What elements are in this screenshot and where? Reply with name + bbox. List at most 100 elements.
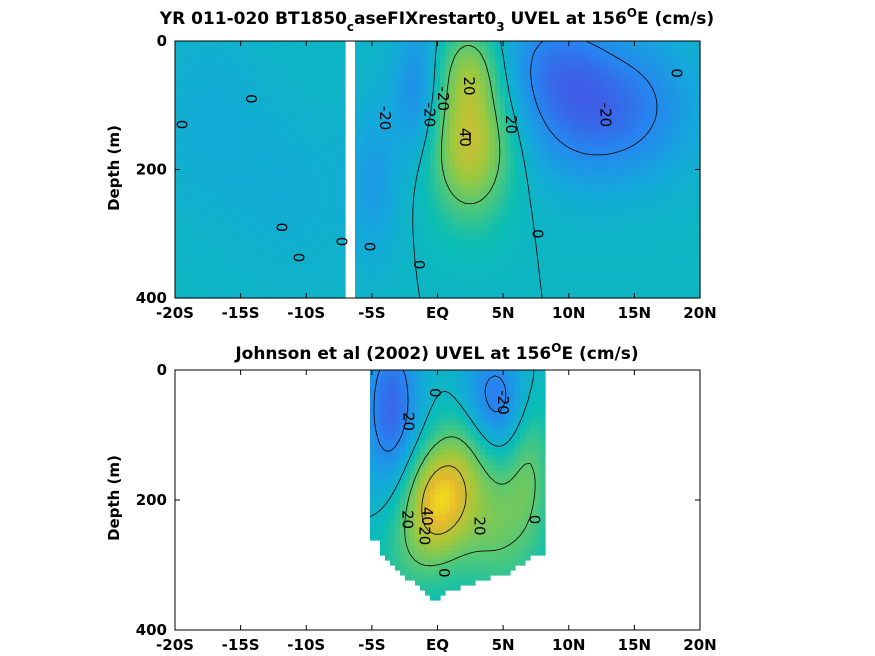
heatmap-cell: [540, 50, 546, 57]
heatmap-cell: [525, 223, 531, 230]
heatmap-cell: [330, 213, 336, 220]
heatmap-cell: [450, 243, 456, 250]
heatmap-cell: [265, 134, 271, 141]
heatmap-cell: [575, 233, 581, 240]
heatmap-cell: [480, 228, 486, 235]
heatmap-cell: [505, 238, 511, 245]
heatmap-cell: [500, 60, 506, 67]
heatmap-cell: [480, 243, 486, 250]
heatmap-cell: [400, 258, 406, 264]
heatmap-cell: [660, 263, 666, 269]
heatmap-cell: [660, 248, 666, 255]
heatmap-cell: [600, 253, 606, 260]
heatmap-cell: [440, 41, 446, 47]
heatmap-cell: [175, 134, 181, 141]
heatmap-cell: [430, 159, 436, 166]
heatmap-cell: [655, 213, 661, 220]
heatmap-cell: [275, 50, 281, 57]
heatmap-cell: [475, 134, 481, 141]
heatmap-cell: [290, 179, 296, 185]
heatmap-cell: [395, 85, 401, 92]
heatmap-cell: [630, 149, 636, 156]
heatmap-cell: [260, 209, 266, 215]
heatmap-cell: [385, 50, 391, 57]
heatmap-cell: [245, 120, 251, 126]
heatmap-cell: [630, 228, 636, 235]
heatmap-cell: [670, 90, 676, 96]
heatmap-cell: [625, 90, 631, 96]
heatmap-cell: [655, 75, 661, 82]
heatmap-cell: [610, 50, 616, 57]
heatmap-cell: [300, 129, 306, 136]
heatmap-cell: [650, 223, 656, 230]
heatmap-cell: [485, 60, 491, 67]
heatmap-cell: [435, 125, 441, 131]
heatmap-cell: [295, 204, 301, 210]
heatmap-cell: [590, 233, 596, 240]
heatmap-cell: [565, 238, 571, 245]
heatmap-cell: [225, 228, 231, 235]
heatmap-cell: [195, 65, 201, 72]
heatmap-cell: [215, 248, 221, 255]
heatmap-cell: [665, 194, 671, 200]
heatmap-cell: [660, 70, 666, 77]
heatmap-cell: [420, 154, 426, 161]
heatmap-cell: [635, 243, 641, 250]
heatmap-cell: [525, 189, 531, 195]
heatmap-cell: [650, 194, 656, 200]
heatmap-cell: [380, 223, 386, 230]
heatmap-cell: [190, 144, 196, 151]
heatmap-cell: [180, 243, 186, 250]
heatmap-cell: [525, 184, 531, 190]
heatmap-cell: [310, 258, 316, 264]
heatmap-cell: [190, 204, 196, 210]
heatmap-cell: [695, 129, 701, 136]
heatmap-cell: [370, 199, 376, 205]
heatmap-cell: [695, 70, 701, 77]
heatmap-cell: [325, 218, 331, 225]
heatmap-cell: [490, 80, 496, 87]
heatmap-cell: [375, 213, 381, 220]
heatmap-cell: [605, 194, 611, 200]
heatmap-cell: [550, 129, 556, 136]
heatmap-cell: [440, 233, 446, 240]
heatmap-cell: [340, 258, 346, 264]
heatmap-cell: [515, 263, 521, 269]
heatmap-cell: [310, 105, 316, 111]
heatmap-cell: [375, 268, 381, 274]
heatmap-cell: [365, 194, 371, 200]
heatmap-cell: [625, 268, 631, 274]
heatmap-cell: [290, 75, 296, 82]
heatmap-cell: [630, 199, 636, 205]
heatmap-cell: [225, 55, 231, 62]
heatmap-cell: [360, 189, 366, 195]
heatmap-cell: [180, 129, 186, 136]
heatmap-cell: [565, 60, 571, 67]
heatmap-cell: [220, 55, 226, 62]
heatmap-cell: [200, 248, 206, 255]
heatmap-cell: [190, 174, 196, 180]
heatmap-cell: [460, 253, 466, 260]
heatmap-cell: [320, 263, 326, 269]
heatmap-cell: [600, 134, 606, 141]
heatmap-cell: [290, 273, 296, 279]
heatmap-cell: [420, 233, 426, 240]
heatmap-cell: [680, 238, 686, 245]
heatmap-cell: [270, 41, 276, 47]
heatmap-cell: [325, 129, 331, 136]
heatmap-cell: [200, 258, 206, 264]
heatmap-cell: [540, 184, 546, 190]
heatmap-cell: [240, 233, 246, 240]
heatmap-cell: [430, 85, 436, 92]
heatmap-cell: [600, 120, 606, 126]
heatmap-cell: [425, 213, 431, 220]
heatmap-cell: [640, 105, 646, 111]
heatmap-cell: [440, 50, 446, 57]
heatmap-cell: [600, 199, 606, 205]
heatmap-cell: [610, 223, 616, 230]
heatmap-cell: [570, 199, 576, 205]
heatmap-cell: [265, 218, 271, 225]
heatmap-cell: [610, 144, 616, 151]
heatmap-cell: [640, 189, 646, 195]
